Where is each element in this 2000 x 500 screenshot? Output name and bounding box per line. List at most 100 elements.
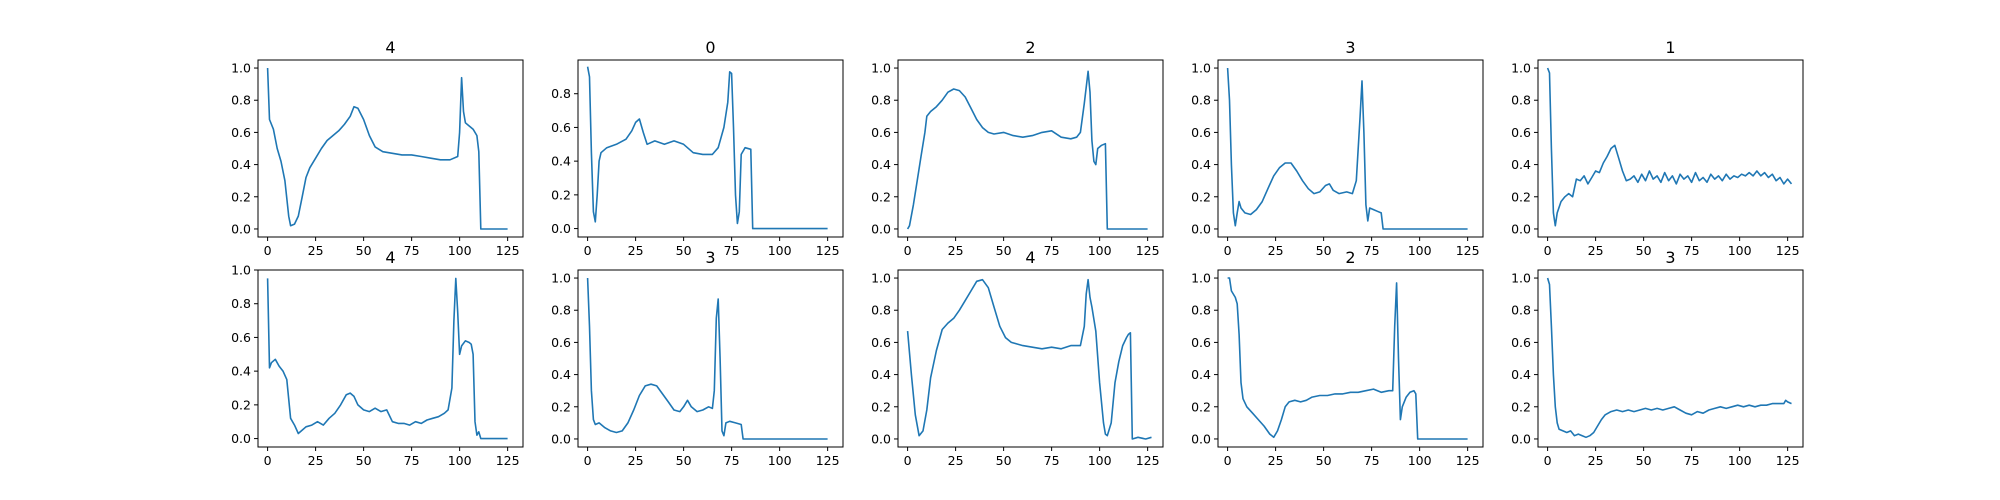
y-tick-label: 0.6 xyxy=(1191,125,1211,140)
y-tick-label: 0.8 xyxy=(1511,303,1531,318)
x-tick-label: 75 xyxy=(1364,243,1380,258)
x-tick-label: 75 xyxy=(724,453,740,468)
y-tick-label: 0.6 xyxy=(551,120,571,135)
y-tick-label: 1.0 xyxy=(871,61,891,76)
subplot-title: 3 xyxy=(1665,248,1675,267)
x-tick-label: 0 xyxy=(584,243,592,258)
x-tick-label: 50 xyxy=(996,453,1012,468)
y-tick-label: 0.8 xyxy=(551,86,571,101)
x-tick-label: 25 xyxy=(1588,243,1604,258)
series-line xyxy=(586,66,828,230)
series-line xyxy=(266,67,508,230)
plot-frame xyxy=(1217,269,1484,448)
y-tick-label: 0.8 xyxy=(551,303,571,318)
series-line xyxy=(1546,67,1793,227)
y-tick-label: 0.2 xyxy=(871,399,891,414)
y-tick-label: 1.0 xyxy=(1191,271,1211,286)
x-tick-label: 75 xyxy=(1044,243,1060,258)
subplot-2: 0 25 50 75 100 125 0.0 0.2 0.4 0.6 0.8 0 xyxy=(551,38,844,258)
x-tick-label: 25 xyxy=(1588,453,1604,468)
plot-frame xyxy=(257,59,524,238)
x-tick-label: 100 xyxy=(1088,453,1112,468)
subplot-title: 3 xyxy=(1345,38,1355,57)
y-tick-label: 0.8 xyxy=(1191,303,1211,318)
subplot-8: 0 25 50 75 100 125 0.0 0.2 0.4 0.6 0.8 1.0 4 xyxy=(871,248,1164,468)
x-tick-label: 100 xyxy=(1728,453,1752,468)
x-tick-label: 50 xyxy=(1636,453,1652,468)
y-tick-label: 0.4 xyxy=(231,157,251,172)
subplot-1: 0 25 50 75 100 125 0.0 0.2 0.4 0.6 0.8 1.0 4 xyxy=(231,38,524,258)
series-line xyxy=(1546,277,1792,439)
series-line xyxy=(266,277,508,440)
x-tick-label: 25 xyxy=(1268,243,1284,258)
x-tick-label: 100 xyxy=(768,243,792,258)
y-tick-label: 0.4 xyxy=(1191,367,1211,382)
x-tick-label: 0 xyxy=(1544,453,1552,468)
x-tick-label: 125 xyxy=(1456,243,1480,258)
x-tick-label: 75 xyxy=(1684,453,1700,468)
subplot-title: 1 xyxy=(1665,38,1675,57)
plot-frame xyxy=(577,59,844,238)
series-line xyxy=(1226,67,1468,230)
y-tick-label: 0.2 xyxy=(1511,189,1531,204)
x-tick-label: 100 xyxy=(768,453,792,468)
x-tick-label: 125 xyxy=(496,243,520,258)
subplot-7: 0 25 50 75 100 125 0.0 0.2 0.4 0.6 0.8 1.0 3 xyxy=(551,248,844,468)
y-tick-label: 0.8 xyxy=(231,93,251,108)
y-tick-label: 1.0 xyxy=(1511,61,1531,76)
plot-frame xyxy=(257,269,524,448)
y-tick-label: 0.2 xyxy=(551,399,571,414)
y-tick-label: 0.0 xyxy=(551,431,571,446)
x-tick-label: 50 xyxy=(356,243,372,258)
x-tick-label: 125 xyxy=(496,453,520,468)
y-tick-label: 0.0 xyxy=(231,431,251,446)
x-tick-label: 50 xyxy=(1316,243,1332,258)
y-tick-label: 0.4 xyxy=(231,364,251,379)
x-tick-label: 125 xyxy=(1136,243,1160,258)
subplot-title: 2 xyxy=(1025,38,1035,57)
x-tick-label: 125 xyxy=(1776,243,1800,258)
y-tick-label: 0.8 xyxy=(871,93,891,108)
subplot-title: 2 xyxy=(1345,248,1355,267)
y-tick-label: 0.0 xyxy=(1191,221,1211,236)
y-tick-label: 1.0 xyxy=(231,263,251,278)
plot-frame xyxy=(897,269,1164,448)
x-tick-label: 75 xyxy=(1364,453,1380,468)
subplot-title: 4 xyxy=(385,248,395,267)
y-tick-label: 0.6 xyxy=(871,335,891,350)
x-tick-label: 100 xyxy=(1408,453,1432,468)
x-tick-label: 0 xyxy=(904,453,912,468)
y-tick-label: 0.8 xyxy=(1191,93,1211,108)
y-tick-label: 0.4 xyxy=(1191,157,1211,172)
subplot-title: 3 xyxy=(705,248,715,267)
subplot-10: 0 25 50 75 100 125 0.0 0.2 0.4 0.6 0.8 1.0 3 xyxy=(1511,248,1804,468)
y-tick-label: 0.0 xyxy=(1191,431,1211,446)
y-tick-label: 1.0 xyxy=(551,271,571,286)
x-tick-label: 125 xyxy=(816,243,840,258)
x-tick-label: 125 xyxy=(1776,453,1800,468)
y-tick-label: 0.0 xyxy=(551,221,571,236)
x-tick-label: 0 xyxy=(584,453,592,468)
x-tick-label: 125 xyxy=(816,453,840,468)
x-tick-label: 50 xyxy=(356,453,372,468)
y-tick-label: 0.2 xyxy=(231,397,251,412)
subplot-5: 0 25 50 75 100 125 0.0 0.2 0.4 0.6 0.8 1.0 1 xyxy=(1511,38,1804,258)
subplot-title: 0 xyxy=(705,38,715,57)
subplot-9: 0 25 50 75 100 125 0.0 0.2 0.4 0.6 0.8 1.0 2 xyxy=(1191,248,1484,468)
plot-frame xyxy=(1537,59,1804,238)
y-tick-label: 0.8 xyxy=(871,303,891,318)
x-tick-label: 50 xyxy=(676,243,692,258)
subplot-6: 0 25 50 75 100 125 0.0 0.2 0.4 0.6 0.8 1.0 4 xyxy=(231,248,524,468)
x-tick-label: 0 xyxy=(264,453,272,468)
plot-frame xyxy=(1217,59,1484,238)
x-tick-label: 25 xyxy=(628,453,644,468)
y-tick-label: 0.6 xyxy=(1191,335,1211,350)
y-tick-label: 0.2 xyxy=(231,189,251,204)
x-tick-label: 0 xyxy=(1224,453,1232,468)
y-tick-label: 0.6 xyxy=(231,330,251,345)
y-tick-label: 1.0 xyxy=(231,61,251,76)
subplot-title: 4 xyxy=(385,38,395,57)
y-tick-label: 0.6 xyxy=(1511,335,1531,350)
y-tick-label: 0.2 xyxy=(1191,399,1211,414)
